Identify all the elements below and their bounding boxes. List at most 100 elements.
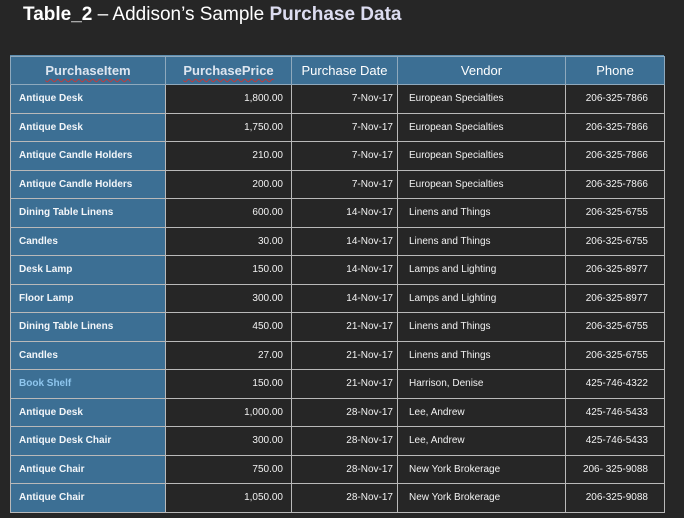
cell-purchase-item[interactable]: Candles <box>10 226 166 256</box>
cell-phone[interactable]: 206-325-8977 <box>565 283 665 313</box>
cell-purchase-date[interactable]: 7-Nov-17 <box>291 169 398 199</box>
cell-vendor[interactable]: Lamps and Lighting <box>397 283 566 313</box>
cell-vendor[interactable]: Harrison, Denise <box>397 369 566 399</box>
table-row: Antique Candle Holders 200.00 7-Nov-17 Euro… <box>10 169 665 199</box>
cell-purchase-price[interactable]: 30.00 <box>165 226 292 256</box>
cell-purchase-price[interactable]: 750.00 <box>165 454 292 484</box>
page-title: Table_2 – Addison’s Sample Purchase Data <box>23 3 401 27</box>
cell-vendor[interactable]: European Specialties <box>397 112 566 142</box>
cell-purchase-date[interactable]: 28-Nov-17 <box>291 454 398 484</box>
title-prefix: Table_2 <box>23 4 93 25</box>
cell-phone[interactable]: 425-746-4322 <box>565 369 665 399</box>
header-purchase-date[interactable]: Purchase Date <box>291 56 398 85</box>
title-suffix: Purchase Data <box>269 4 402 25</box>
cell-purchase-date[interactable]: 7-Nov-17 <box>291 112 398 142</box>
cell-purchase-date[interactable]: 28-Nov-17 <box>291 483 398 513</box>
cell-phone[interactable]: 425-746-5433 <box>565 397 665 427</box>
header-label: PurchasePrice <box>183 63 274 78</box>
table-row: Antique Desk 1,750.00 7-Nov-17 European Spe… <box>10 112 665 142</box>
cell-purchase-price[interactable]: 600.00 <box>165 198 292 228</box>
table-row: Book Shelf 150.00 21-Nov-17 Harrison, Denis… <box>10 369 665 399</box>
cell-purchase-item[interactable]: Antique Desk <box>10 112 166 142</box>
cell-purchase-price[interactable]: 27.00 <box>165 340 292 370</box>
cell-purchase-item[interactable]: Antique Candle Holders <box>10 169 166 199</box>
header-purchase-item[interactable]: PurchaseItem <box>10 56 166 85</box>
cell-purchase-item[interactable]: Antique Desk <box>10 397 166 427</box>
header-vendor[interactable]: Vendor <box>397 56 566 85</box>
cell-purchase-date[interactable]: 7-Nov-17 <box>291 141 398 171</box>
cell-purchase-date[interactable]: 14-Nov-17 <box>291 226 398 256</box>
cell-purchase-date[interactable]: 28-Nov-17 <box>291 426 398 456</box>
cell-purchase-item[interactable]: Antique Desk Chair <box>10 426 166 456</box>
cell-vendor[interactable]: Lamps and Lighting <box>397 255 566 285</box>
cell-purchase-price[interactable]: 150.00 <box>165 369 292 399</box>
cell-purchase-price[interactable]: 200.00 <box>165 169 292 199</box>
cell-phone[interactable]: 206-325-6755 <box>565 312 665 342</box>
cell-phone[interactable]: 206-325-6755 <box>565 340 665 370</box>
cell-purchase-price[interactable]: 1,800.00 <box>165 84 292 114</box>
cell-phone[interactable]: 206-325-7866 <box>565 169 665 199</box>
cell-purchase-date[interactable]: 28-Nov-17 <box>291 397 398 427</box>
cell-purchase-item[interactable]: Desk Lamp <box>10 255 166 285</box>
cell-purchase-item[interactable]: Book Shelf <box>10 369 166 399</box>
cell-purchase-price[interactable]: 150.00 <box>165 255 292 285</box>
cell-purchase-date[interactable]: 21-Nov-17 <box>291 312 398 342</box>
cell-purchase-price[interactable]: 1,050.00 <box>165 483 292 513</box>
cell-purchase-price[interactable]: 1,750.00 <box>165 112 292 142</box>
table-row: Desk Lamp 150.00 14-Nov-17 Lamps and Lighti… <box>10 255 665 285</box>
purchase-table: PurchaseItem PurchasePrice Purchase Date… <box>10 56 665 513</box>
cell-vendor[interactable]: Linens and Things <box>397 312 566 342</box>
header-phone[interactable]: Phone <box>565 56 665 85</box>
cell-purchase-item[interactable]: Antique Chair <box>10 454 166 484</box>
cell-purchase-item[interactable]: Dining Table Linens <box>10 198 166 228</box>
cell-purchase-item[interactable]: Antique Chair <box>10 483 166 513</box>
cell-vendor[interactable]: European Specialties <box>397 169 566 199</box>
cell-purchase-date[interactable]: 14-Nov-17 <box>291 283 398 313</box>
cell-vendor[interactable]: New York Brokerage <box>397 483 566 513</box>
cell-purchase-date[interactable]: 21-Nov-17 <box>291 340 398 370</box>
cell-purchase-date[interactable]: 14-Nov-17 <box>291 255 398 285</box>
cell-phone[interactable]: 206- 325-9088 <box>565 454 665 484</box>
header-label: PurchaseItem <box>45 63 131 78</box>
cell-purchase-item[interactable]: Dining Table Linens <box>10 312 166 342</box>
cell-purchase-date[interactable]: 7-Nov-17 <box>291 84 398 114</box>
table-row: Antique Chair 1,050.00 28-Nov-17 New York B… <box>10 483 665 513</box>
cell-vendor[interactable]: Lee, Andrew <box>397 426 566 456</box>
cell-vendor[interactable]: Lee, Andrew <box>397 397 566 427</box>
table-row: Antique Desk Chair 300.00 28-Nov-17 Lee, An… <box>10 426 665 456</box>
cell-phone[interactable]: 206-325-6755 <box>565 198 665 228</box>
cell-phone[interactable]: 206-325-8977 <box>565 255 665 285</box>
cell-purchase-price[interactable]: 300.00 <box>165 283 292 313</box>
cell-phone[interactable]: 206-325-7866 <box>565 141 665 171</box>
cell-purchase-item[interactable]: Candles <box>10 340 166 370</box>
cell-purchase-price[interactable]: 210.00 <box>165 141 292 171</box>
table-row: Dining Table Linens 450.00 21-Nov-17 Linens… <box>10 312 665 342</box>
cell-vendor[interactable]: Linens and Things <box>397 198 566 228</box>
cell-phone[interactable]: 206-325-7866 <box>565 112 665 142</box>
table-row: Floor Lamp 300.00 14-Nov-17 Lamps and Light… <box>10 283 665 313</box>
cell-vendor[interactable]: Linens and Things <box>397 226 566 256</box>
cell-phone[interactable]: 206-325-9088 <box>565 483 665 513</box>
cell-purchase-item[interactable]: Floor Lamp <box>10 283 166 313</box>
header-purchase-price[interactable]: PurchasePrice <box>165 56 292 85</box>
table-row: Antique Desk 1,000.00 28-Nov-17 Lee, Andrew… <box>10 397 665 427</box>
cell-purchase-date[interactable]: 14-Nov-17 <box>291 198 398 228</box>
cell-purchase-item[interactable]: Antique Desk <box>10 84 166 114</box>
cell-vendor[interactable]: European Specialties <box>397 84 566 114</box>
cell-purchase-price[interactable]: 300.00 <box>165 426 292 456</box>
table-body: Antique Desk 1,800.00 7-Nov-17 European Spe… <box>10 84 665 513</box>
table-row: Dining Table Linens 600.00 14-Nov-17 Linens… <box>10 198 665 228</box>
cell-phone[interactable]: 425-746-5433 <box>565 426 665 456</box>
cell-purchase-date[interactable]: 21-Nov-17 <box>291 369 398 399</box>
cell-purchase-price[interactable]: 450.00 <box>165 312 292 342</box>
table-row: Candles 27.00 21-Nov-17 Linens and Things 20… <box>10 340 665 370</box>
cell-vendor[interactable]: New York Brokerage <box>397 454 566 484</box>
table-row: Antique Candle Holders 210.00 7-Nov-17 Euro… <box>10 141 665 171</box>
cell-vendor[interactable]: European Specialties <box>397 141 566 171</box>
cell-purchase-item[interactable]: Antique Candle Holders <box>10 141 166 171</box>
cell-vendor[interactable]: Linens and Things <box>397 340 566 370</box>
title-separator: – Addison’s Sample <box>92 4 270 25</box>
cell-phone[interactable]: 206-325-7866 <box>565 84 665 114</box>
cell-phone[interactable]: 206-325-6755 <box>565 226 665 256</box>
cell-purchase-price[interactable]: 1,000.00 <box>165 397 292 427</box>
